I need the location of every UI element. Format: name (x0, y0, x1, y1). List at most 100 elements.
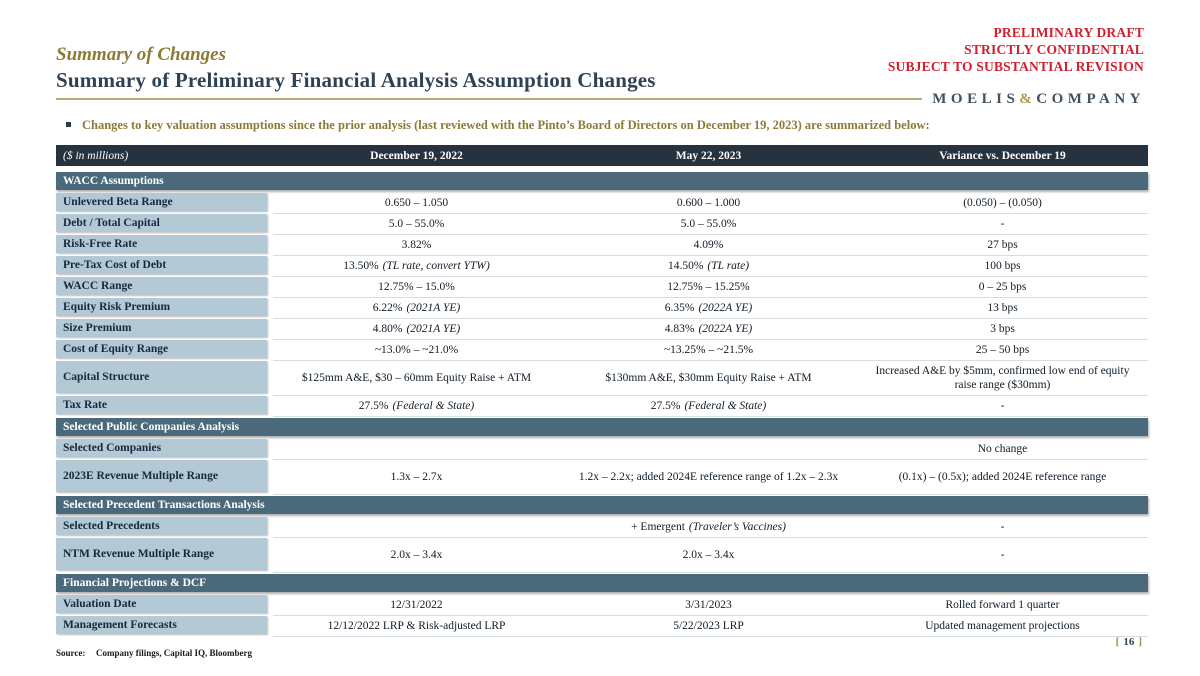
logo-company: COMPANY (1036, 90, 1145, 107)
cell-may22: 1.2x – 2.2x; added 2024E reference range… (578, 470, 839, 483)
table-row: Cost of Equity Range ~13.0% – ~21.0% ~13.… (56, 340, 1148, 361)
cell-variance: - (1000, 399, 1005, 412)
cell-may22: ~13.25% – ~21.5% (663, 343, 754, 356)
logo-name: MOELIS (932, 90, 1020, 107)
cell-variance: (0.1x) – (0.5x); added 2024E reference r… (898, 470, 1107, 483)
table-row: 2023E Revenue Multiple Range 1.3x – 2.7x… (56, 460, 1148, 495)
table-row: Management Forecasts 12/12/2022 LRP & Ri… (56, 616, 1148, 637)
title-rule-row: MOELIS&COMPANY (56, 89, 1145, 109)
cell-dec19: 2.0x – 3.4x (390, 548, 443, 561)
cell-variance: 13 bps (987, 301, 1018, 314)
cell-may22: + Emergent (Traveler’s Vaccines) (631, 520, 786, 533)
cell-variance: - (1000, 548, 1005, 561)
row-label: Tax Rate (56, 396, 267, 414)
moelis-logo: MOELIS&COMPANY (932, 91, 1145, 108)
row-label: Equity Risk Premium (56, 298, 267, 316)
row-label: Debt / Total Capital (56, 214, 267, 232)
row-label: Unlevered Beta Range (56, 193, 267, 211)
row-label: Selected Precedents (56, 517, 267, 535)
stamp-line: PRELIMINARY DRAFT (993, 25, 1144, 40)
column-header-units: ($ in millions) (63, 149, 129, 162)
cell-dec19: 13.50% (TL rate, convert YTW) (343, 259, 490, 272)
cell-variance: 27 bps (987, 238, 1018, 251)
table-header-row: ($ in millions) December 19, 2022 May 22… (56, 145, 1148, 166)
cell-dec19: $125mm A&E, $30 – 60mm Equity Raise + AT… (301, 371, 532, 384)
cell-may22: 5/22/2023 LRP (673, 619, 744, 632)
table-row: Selected Precedents + Emergent (Traveler’… (56, 517, 1148, 538)
column-header-dec19: December 19, 2022 (370, 149, 463, 162)
cell-may22: 27.5% (Federal & State) (650, 399, 767, 412)
cell-variance: No change (977, 442, 1028, 455)
row-label: WACC Range (56, 277, 267, 295)
row-label: Pre-Tax Cost of Debt (56, 256, 267, 274)
cell-variance: - (1000, 520, 1005, 533)
section-header-wacc: WACC Assumptions (56, 172, 1148, 190)
cell-dec19: 6.22% (2021A YE) (372, 301, 461, 314)
source-note: Source: Company filings, Capital IQ, Blo… (56, 648, 252, 658)
cell-may22: 14.50% (TL rate) (667, 259, 750, 272)
cell-variance: 3 bps (990, 322, 1015, 335)
cell-may22: 4.09% (693, 238, 724, 251)
row-label: Size Premium (56, 319, 267, 337)
table-row: Valuation Date 12/31/2022 3/31/2023 Rolled… (56, 595, 1148, 616)
table-row: Debt / Total Capital 5.0 – 55.0% 5.0 – 55… (56, 214, 1148, 235)
intro-bullet: Changes to key valuation assumptions sin… (66, 118, 1146, 133)
cell-variance: 0 – 25 bps (978, 280, 1027, 293)
column-header-may22: May 22, 2023 (675, 149, 742, 162)
cell-dec19: 12.75% – 15.0% (378, 280, 455, 293)
table-row: Unlevered Beta Range 0.650 – 1.050 0.600 … (56, 193, 1148, 214)
cell-variance: Updated management projections (925, 619, 1080, 632)
table-row: Equity Risk Premium 6.22% (2021A YE) 6.35%… (56, 298, 1148, 319)
cell-dec19: 4.80% (2021A YE) (372, 322, 461, 335)
cell-may22: 2.0x – 3.4x (682, 548, 735, 561)
cell-may22: 5.0 – 55.0% (680, 217, 737, 230)
row-label: 2023E Revenue Multiple Range (56, 460, 267, 492)
section-eyebrow: Summary of Changes (56, 44, 226, 65)
table-row: WACC Range 12.75% – 15.0% 12.75% – 15.25%… (56, 277, 1148, 298)
page-title: Summary of Preliminary Financial Analysi… (56, 68, 656, 92)
page-bracket-close: ] (1138, 636, 1142, 648)
cell-variance: (0.050) – (0.050) (963, 196, 1042, 209)
confidentiality-stamp: PRELIMINARY DRAFT STRICTLY CONFIDENTIAL … (888, 24, 1144, 75)
cell-dec19: ~13.0% – ~21.0% (374, 343, 459, 356)
table-row: Size Premium 4.80% (2021A YE) 4.83% (2022A … (56, 319, 1148, 340)
row-label: Management Forecasts (56, 616, 267, 634)
cell-may22: 6.35% (2022A YE) (664, 301, 753, 314)
cell-dec19 (273, 439, 560, 459)
column-header-variance: Variance vs. December 19 (939, 149, 1066, 162)
table-row: Risk-Free Rate 3.82% 4.09% 27 bps (56, 235, 1148, 256)
row-label: Risk-Free Rate (56, 235, 267, 253)
row-label: NTM Revenue Multiple Range (56, 538, 267, 570)
cell-variance: 100 bps (984, 259, 1021, 272)
intro-bullet-text: Changes to key valuation assumptions sin… (82, 118, 930, 132)
assumptions-table: ($ in millions) December 19, 2022 May 22… (56, 145, 1148, 637)
cell-dec19: 0.650 – 1.050 (384, 196, 449, 209)
table-row: Pre-Tax Cost of Debt 13.50% (TL rate, con… (56, 256, 1148, 277)
cell-dec19: 5.0 – 55.0% (388, 217, 445, 230)
page-number: [16] (1114, 636, 1144, 648)
cell-dec19: 27.5% (Federal & State) (358, 399, 475, 412)
cell-may22: 0.600 – 1.000 (676, 196, 741, 209)
bullet-square-icon (66, 122, 71, 127)
row-label: Valuation Date (56, 595, 267, 613)
table-row: Selected Companies No change (56, 439, 1148, 460)
stamp-line: STRICTLY CONFIDENTIAL (964, 42, 1144, 57)
cell-dec19: 3.82% (401, 238, 432, 251)
logo-ampersand: & (1019, 90, 1037, 107)
gold-divider-line (56, 98, 923, 100)
row-label: Selected Companies (56, 439, 267, 457)
cell-dec19: 1.3x – 2.7x (390, 470, 443, 483)
stamp-line: SUBJECT TO SUBSTANTIAL REVISION (887, 59, 1144, 74)
cell-dec19: 12/31/2022 (390, 598, 443, 611)
cell-variance: - (1000, 217, 1005, 230)
cell-may22: 3/31/2023 (685, 598, 732, 611)
source-text: Company filings, Capital IQ, Bloomberg (96, 648, 253, 658)
page-number-value: 16 (1123, 636, 1135, 648)
page-bracket-open: [ (1115, 636, 1120, 648)
cell-may22: 12.75% – 15.25% (667, 280, 750, 293)
cell-variance: Increased A&E by $5mm, confirmed low end… (875, 364, 1130, 391)
cell-may22: $130mm A&E, $30mm Equity Raise + ATM (605, 371, 812, 384)
cell-may22 (560, 439, 857, 459)
source-label: Source: (56, 648, 86, 658)
